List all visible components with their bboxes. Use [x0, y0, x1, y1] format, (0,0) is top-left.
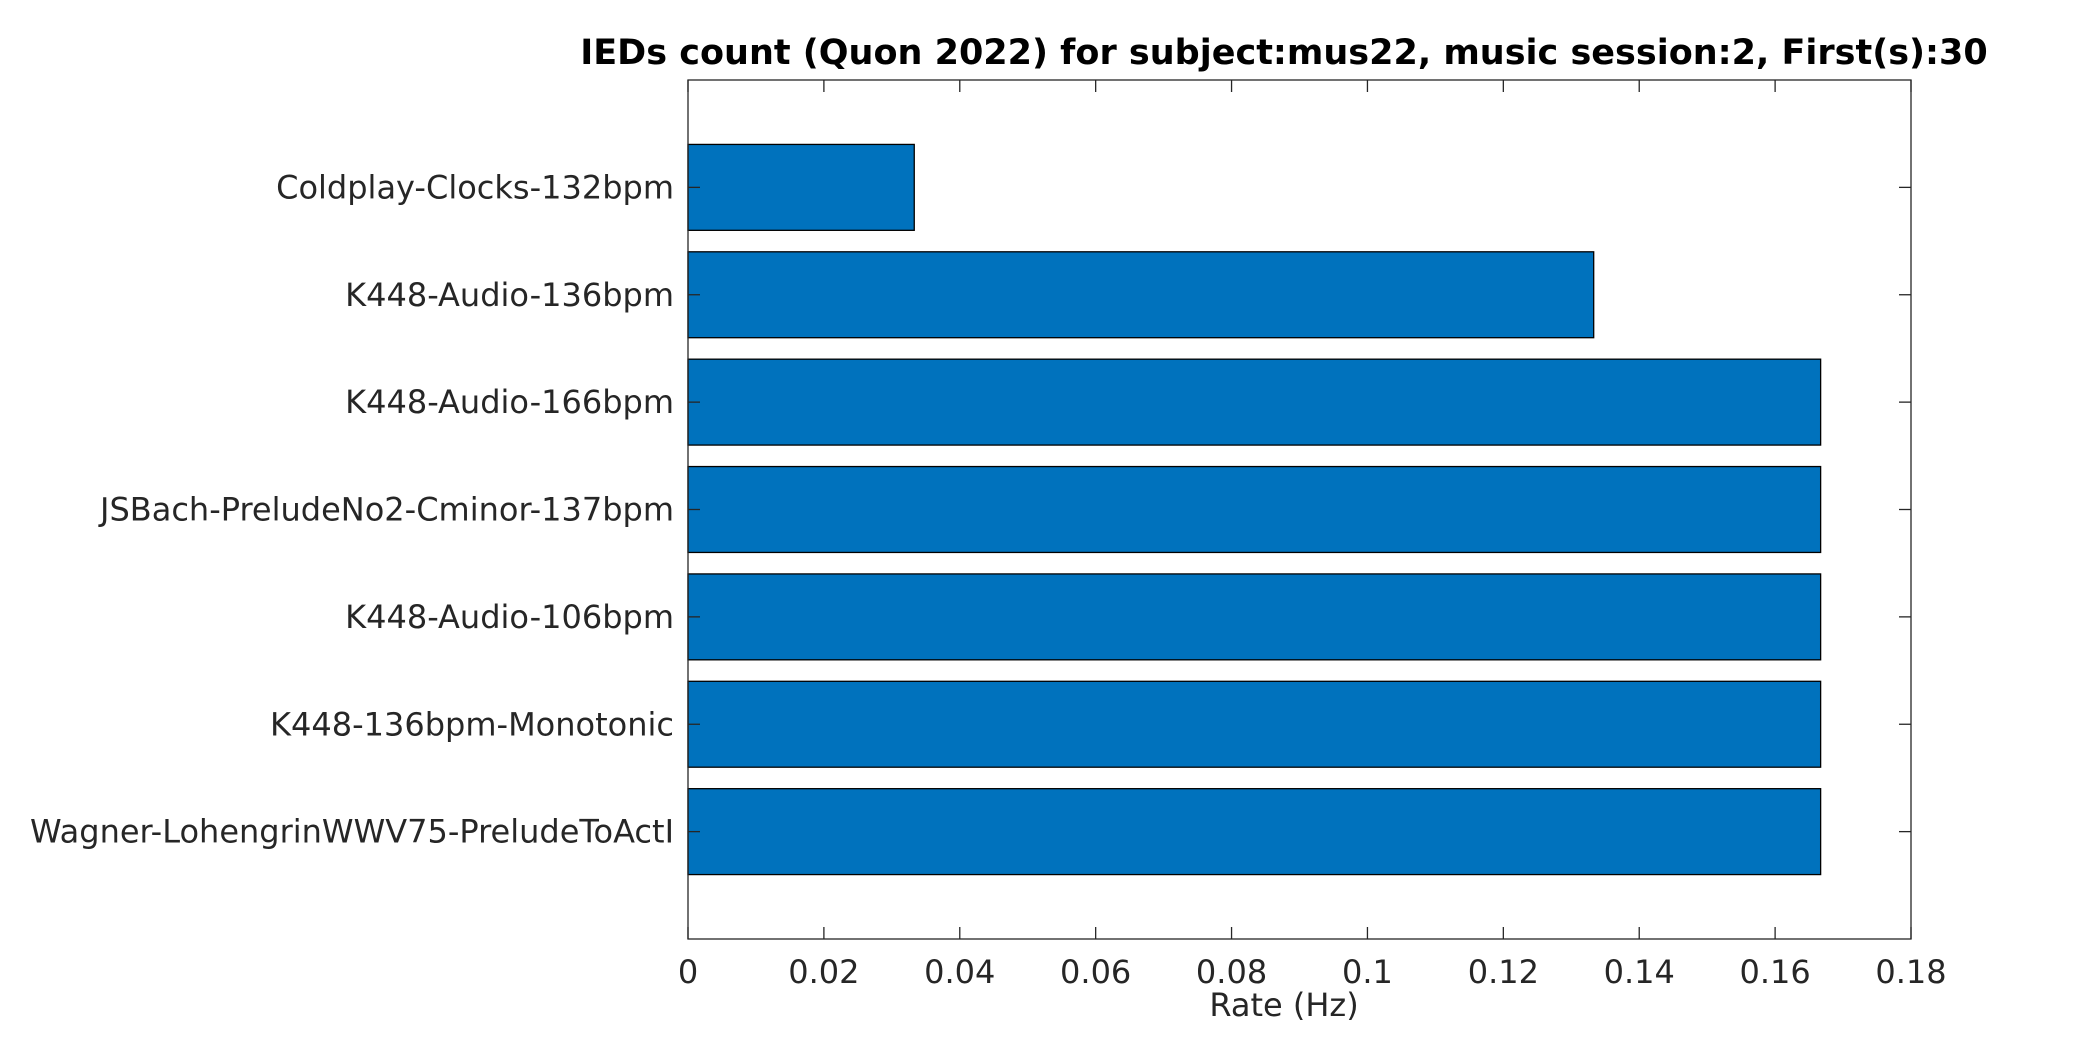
y-tick-label-0: Coldplay-Clocks-132bpm [276, 168, 674, 206]
y-tick-label-3: JSBach-PreludeNo2-Cminor-137bpm [98, 491, 674, 529]
y-tick-label-5: K448-136bpm-Monotonic [270, 705, 674, 743]
x-tick-label-8: 0.16 [1739, 953, 1810, 991]
x-tick-label-7: 0.14 [1604, 953, 1675, 991]
bar-3 [687, 358, 1822, 446]
bar-7 [687, 788, 1822, 876]
x-tick-label-9: 0.18 [1875, 953, 1946, 991]
x-tick-label-0: 0 [678, 953, 698, 991]
axes-layer [687, 79, 1912, 940]
x-tick-label-2: 0.04 [924, 953, 995, 991]
x-tick-label-4: 0.08 [1196, 953, 1267, 991]
y-tick-label-4: K448-Audio-106bpm [345, 598, 674, 636]
bar-6 [687, 680, 1822, 768]
x-axis-label: Rate (Hz) [1209, 986, 1358, 1024]
chart-title: IEDs count (Quon 2022) for subject:mus22… [580, 33, 1988, 73]
x-tick-label-5: 0.1 [1342, 953, 1393, 991]
bar-4 [687, 465, 1822, 554]
x-tick-label-3: 0.06 [1060, 953, 1131, 991]
y-tick-labels-layer: Coldplay-Clocks-132bpm K448-Audio-136bpm K… [30, 168, 674, 850]
x-tick-label-6: 0.12 [1468, 953, 1539, 991]
x-tick-label-1: 0.02 [788, 953, 859, 991]
bar-1 [687, 143, 915, 231]
bars-layer [687, 143, 1822, 876]
bar-5 [687, 573, 1822, 661]
x-ticks-layer: 0 0.02 0.04 0.06 0.08 0.1 0.12 0.14 0.16 0.18 [678, 953, 1947, 991]
y-tick-label-1: K448-Audio-136bpm [345, 276, 674, 314]
y-tick-label-2: K448-Audio-166bpm [345, 383, 674, 421]
bar-2 [687, 251, 1595, 339]
y-tick-label-6: Wagner-LohengrinWWV75-PreludeToActI [30, 813, 674, 851]
